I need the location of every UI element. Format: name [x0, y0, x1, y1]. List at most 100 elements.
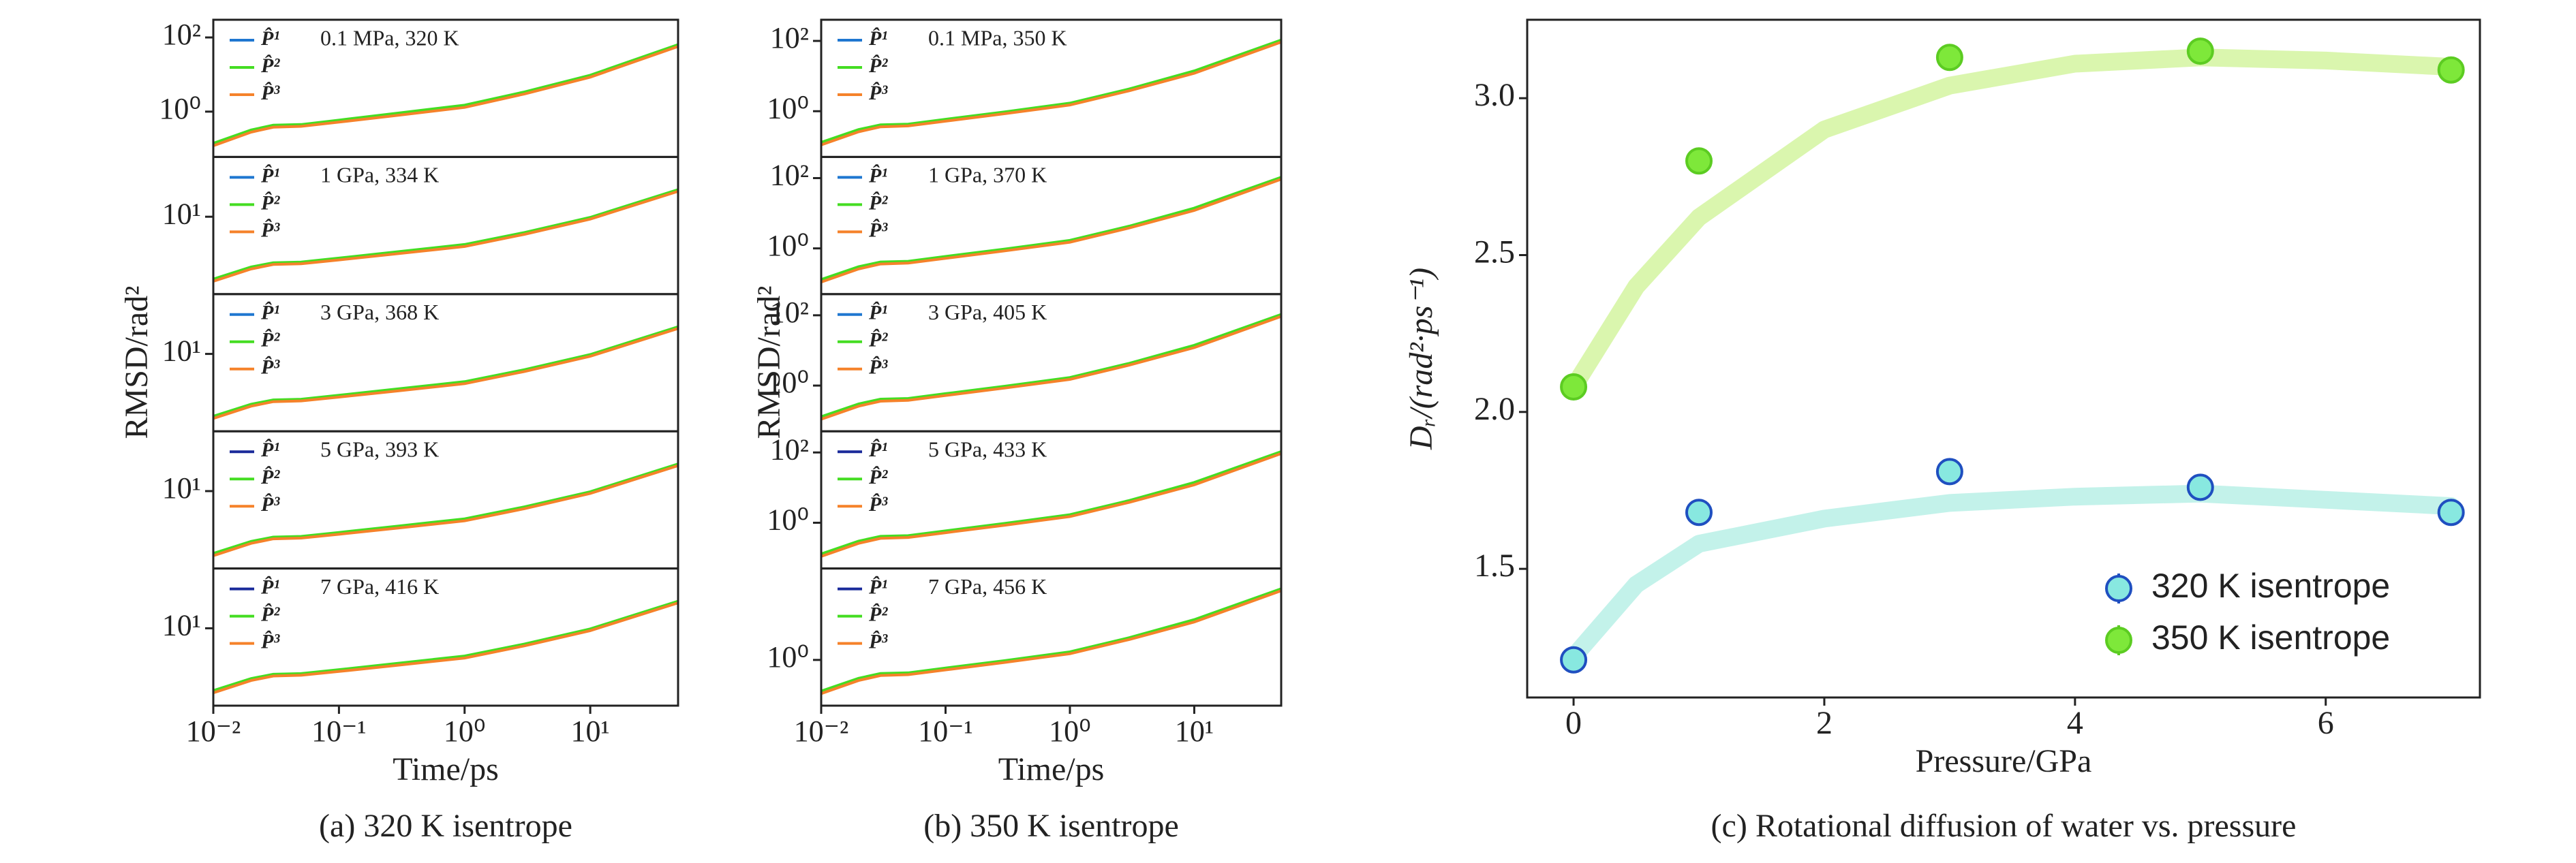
annotation: 1 GPa, 334 K: [320, 163, 439, 187]
rmsd-line: [821, 314, 1281, 420]
data-point: [2186, 37, 2214, 65]
legend-label: P̂³: [868, 219, 888, 241]
rmsd-line: [821, 178, 1281, 283]
legend-label: P̂³: [868, 493, 888, 516]
axes-frame: [820, 430, 1283, 570]
caption: (a) 320 K isentrope: [319, 808, 572, 844]
rmsd-line: [213, 599, 678, 692]
axes-frame: [820, 155, 1283, 296]
axes-frame: [820, 293, 1283, 433]
axes-frame: [820, 567, 1283, 707]
data-point: [2186, 473, 2214, 501]
legend-label: P̂²: [868, 54, 888, 77]
rmsd-line: [821, 450, 1281, 556]
fit-curve: [1565, 484, 2460, 666]
legend-label: P̂³: [260, 82, 280, 104]
data-point: [2437, 56, 2465, 84]
legend-label: P̂²: [260, 329, 280, 351]
x-axis-label: Time/ps: [998, 751, 1105, 787]
y-tick-label: 10¹: [162, 197, 201, 230]
rmsd-line: [821, 38, 1281, 144]
legend-label: P̂¹: [260, 302, 279, 324]
rmsd-line: [821, 451, 1281, 556]
data-point: [1685, 499, 1713, 527]
y-tick-label: 2.0: [1474, 391, 1515, 427]
rmsd-line: [213, 463, 678, 556]
x-axis-label: Pressure/GPa: [1916, 743, 2092, 779]
x-tick-label: 4: [2067, 705, 2083, 741]
axes-frame: [1526, 18, 2481, 699]
y-tick-label: 10⁰: [767, 91, 809, 125]
x-axis-label: Time/ps: [393, 751, 499, 787]
legend-label: P̂²: [260, 603, 280, 625]
legend-label: P̂¹: [868, 439, 887, 461]
data-point: [1685, 147, 1713, 175]
legend-label: P̂³: [260, 219, 280, 241]
annotation: 1 GPa, 370 K: [928, 163, 1047, 187]
annotation: 3 GPa, 368 K: [320, 300, 439, 324]
legend-label: P̂³: [260, 630, 280, 653]
legend-label: P̂¹: [260, 439, 279, 461]
x-tick-label: 10⁰: [1049, 715, 1091, 748]
legend-label: P̂²: [260, 466, 280, 488]
x-tick-label: 2: [1816, 705, 1833, 741]
x-tick-label: 10⁻¹: [918, 715, 972, 748]
legend-label: 320 K isentrope: [2151, 567, 2390, 605]
rmsd-line: [213, 188, 678, 281]
axes-frame: [212, 430, 679, 570]
legend-label: P̂²: [868, 329, 888, 351]
rmsd-line: [213, 464, 678, 557]
rmsd-line: [213, 45, 678, 147]
legend-label: P̂³: [868, 356, 888, 379]
y-axis-label: Dᵣ/(rad²·ps⁻¹): [1403, 268, 1439, 450]
data-point: [1935, 44, 1963, 72]
data-point: [2437, 499, 2465, 527]
data-point: [1560, 373, 1588, 401]
y-axis-label: RMSD/rad²: [119, 285, 155, 439]
rmsd-line: [213, 601, 678, 695]
annotation: 3 GPa, 405 K: [928, 300, 1047, 324]
legend-label: P̂²: [868, 603, 888, 625]
legend-label: P̂²: [260, 191, 280, 214]
legend-label: P̂²: [868, 466, 888, 488]
legend-label: P̂¹: [260, 164, 279, 187]
y-tick-label: 3.0: [1474, 77, 1515, 113]
legend-label: P̂²: [260, 54, 280, 77]
y-tick-label: 10¹: [162, 334, 201, 368]
rmsd-line: [213, 325, 678, 418]
x-tick-label: 0: [1565, 705, 1582, 741]
legend-label: P̂¹: [868, 164, 887, 187]
legend-label: P̂¹: [260, 576, 279, 598]
rmsd-line: [821, 176, 1281, 283]
y-tick-label: 1.5: [1474, 548, 1515, 584]
caption: (c) Rotational diffusion of water vs. pr…: [1711, 808, 2297, 844]
rmsd-line: [213, 44, 678, 146]
rmsd-line: [821, 40, 1281, 145]
fit-curve: [1565, 48, 2460, 396]
rmsd-line: [821, 313, 1281, 418]
legend-label: P̂³: [868, 82, 888, 104]
y-tick-label: 10²: [770, 433, 809, 466]
legend-label: P̂¹: [260, 27, 279, 50]
y-tick-label: 10⁰: [767, 640, 809, 674]
axes-frame: [212, 567, 679, 707]
annotation: 5 GPa, 393 K: [320, 437, 439, 462]
y-tick-label: 10²: [770, 296, 809, 329]
legend-label: P̂²: [868, 191, 888, 214]
y-tick-label: 10⁰: [767, 229, 809, 262]
y-tick-label: 10¹: [162, 471, 201, 505]
y-tick-label: 10⁰: [767, 503, 809, 537]
rmsd-line: [821, 315, 1281, 421]
rmsd-line: [213, 189, 678, 283]
data-point: [1935, 458, 1963, 486]
rmsd-line: [821, 588, 1281, 694]
annotation: 7 GPa, 456 K: [928, 574, 1047, 599]
legend-marker: [2105, 575, 2132, 602]
annotation: 0.1 MPa, 320 K: [320, 25, 459, 50]
x-tick-label: 10⁻²: [186, 715, 241, 748]
rmsd-line: [821, 587, 1281, 693]
y-tick-label: 10¹: [162, 608, 201, 642]
legend-label: P̂³: [260, 493, 280, 516]
